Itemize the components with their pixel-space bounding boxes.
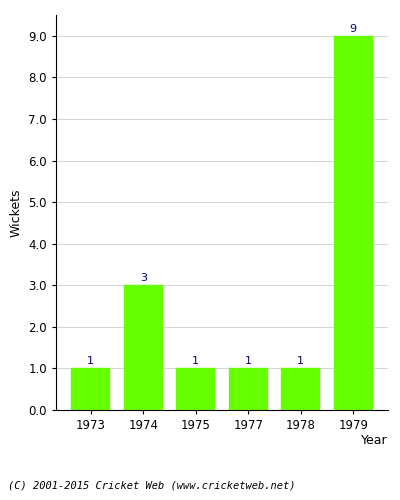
- Text: 3: 3: [140, 273, 147, 283]
- Bar: [334, 36, 373, 410]
- Bar: [228, 368, 268, 410]
- Text: 9: 9: [350, 24, 357, 34]
- Y-axis label: Wickets: Wickets: [10, 188, 23, 237]
- Bar: [124, 286, 163, 410]
- Text: 1: 1: [87, 356, 94, 366]
- Bar: [71, 368, 110, 410]
- Text: 1: 1: [192, 356, 199, 366]
- Text: (C) 2001-2015 Cricket Web (www.cricketweb.net): (C) 2001-2015 Cricket Web (www.cricketwe…: [8, 480, 296, 490]
- Bar: [176, 368, 216, 410]
- Bar: [281, 368, 320, 410]
- Text: 1: 1: [297, 356, 304, 366]
- X-axis label: Year: Year: [361, 434, 388, 446]
- Text: 1: 1: [245, 356, 252, 366]
